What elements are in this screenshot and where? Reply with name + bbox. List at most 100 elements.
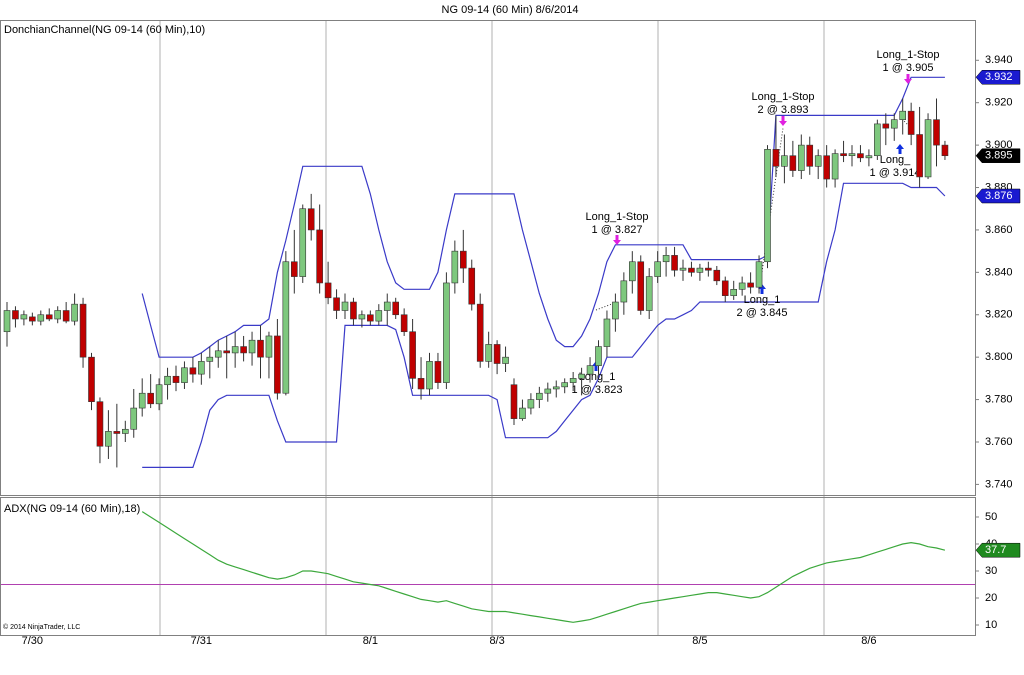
annotation-detail: 1 @ 3.827 <box>592 224 643 236</box>
candle-body <box>12 310 19 320</box>
candle-body <box>71 303 78 322</box>
candle-body <box>189 367 197 375</box>
annotation-text: Long_1-Stop <box>586 211 649 223</box>
candle-body <box>603 318 611 347</box>
candle-body <box>502 356 509 364</box>
candle-body <box>333 297 340 311</box>
candle-body <box>586 365 594 375</box>
annotation-detail: 1 @ 3.905 <box>883 62 934 74</box>
last-value-box <box>975 70 1021 85</box>
last-value-box <box>975 542 1021 558</box>
price-panel-title: DonchianChannel(NG 09-14 (60 Min),10) <box>4 24 205 36</box>
candle-body <box>248 339 256 354</box>
adx-panel-frame <box>0 497 976 636</box>
candle-body <box>637 261 645 311</box>
candle-body <box>519 407 526 419</box>
candle-body <box>916 134 923 178</box>
candle-body <box>476 303 484 362</box>
candle-body <box>350 301 357 320</box>
candle-body <box>257 339 264 358</box>
candle-body <box>172 375 180 383</box>
candle-body <box>20 314 28 320</box>
x-tick-label: 8/5 <box>692 635 707 647</box>
candle-body <box>578 373 585 379</box>
candle-body <box>274 335 281 394</box>
candle-body <box>451 250 459 284</box>
candle-body <box>383 301 391 311</box>
candle-body <box>62 310 70 322</box>
y-tick-label: 3.800 <box>985 351 1013 363</box>
candle-body <box>755 261 763 288</box>
candle-body <box>88 356 95 402</box>
candle-body <box>874 123 881 157</box>
candle-body <box>164 375 171 386</box>
annotation-detail: 2 @ 3.893 <box>758 104 809 116</box>
candle-body <box>899 110 907 120</box>
candle-body <box>290 261 298 277</box>
candle-body <box>781 155 788 167</box>
candle-body <box>738 282 746 290</box>
candle-body <box>857 153 864 159</box>
candle-body <box>679 267 687 271</box>
candle-body <box>96 401 104 447</box>
annotation-detail: 1 @ 3.823 <box>572 384 623 396</box>
candle-body <box>122 428 129 434</box>
x-tick-label: 8/3 <box>489 635 504 647</box>
candle-body <box>307 208 315 231</box>
candle-body <box>493 344 501 364</box>
candle-body <box>130 407 138 430</box>
candle-body <box>375 310 383 322</box>
candle-body <box>223 350 230 354</box>
candle-body <box>341 301 349 311</box>
candle-body <box>840 153 847 157</box>
candle-body <box>628 261 636 282</box>
candle-body <box>814 155 822 167</box>
candle-body <box>595 346 602 366</box>
candle-body <box>789 155 797 171</box>
candle-body <box>510 384 518 419</box>
candle-body <box>848 153 856 157</box>
candle-body <box>933 119 940 146</box>
series-line <box>141 76 945 358</box>
candle-body <box>645 276 653 311</box>
y-tick-label: 3.840 <box>985 266 1013 278</box>
x-tick-label: 8/6 <box>861 635 876 647</box>
exit-arrow <box>904 74 912 84</box>
annotation-text: Long_1 <box>744 294 781 306</box>
candle-body <box>400 314 408 333</box>
candle-body <box>764 149 771 263</box>
series-line <box>141 511 946 623</box>
candle-body <box>907 110 915 135</box>
candle-body <box>79 303 87 358</box>
candle-body <box>468 267 476 305</box>
y-tick-label: 3.860 <box>985 224 1013 236</box>
candle-body <box>147 392 154 405</box>
last-value-label: 37.7 <box>985 544 1006 556</box>
candle-body <box>138 392 146 409</box>
candle-body <box>569 378 577 383</box>
candle-body <box>730 289 738 296</box>
candle-body <box>54 310 62 320</box>
candle-body <box>713 269 721 282</box>
candle-body <box>409 331 416 379</box>
candle-body <box>721 280 729 296</box>
candle-body <box>214 350 222 358</box>
candle-body <box>426 361 433 390</box>
candle-body <box>231 346 239 354</box>
x-tick-label: 7/31 <box>191 635 212 647</box>
candle-body <box>485 344 492 362</box>
annotation-text: Long_1-Stop <box>877 49 940 61</box>
candle-body <box>544 388 552 394</box>
candle-body <box>890 119 898 129</box>
x-tick-label: 8/1 <box>363 635 378 647</box>
candle-body <box>155 384 163 405</box>
candle-body <box>806 144 814 167</box>
exit-arrow <box>779 116 787 126</box>
candle-body <box>198 361 205 375</box>
candle-body <box>561 382 569 388</box>
candle-body <box>3 310 11 333</box>
candle-body <box>747 282 754 288</box>
series-line <box>142 182 946 468</box>
annotation-detail: 1 @ 3.914 <box>870 167 921 179</box>
candle-body <box>536 392 543 400</box>
